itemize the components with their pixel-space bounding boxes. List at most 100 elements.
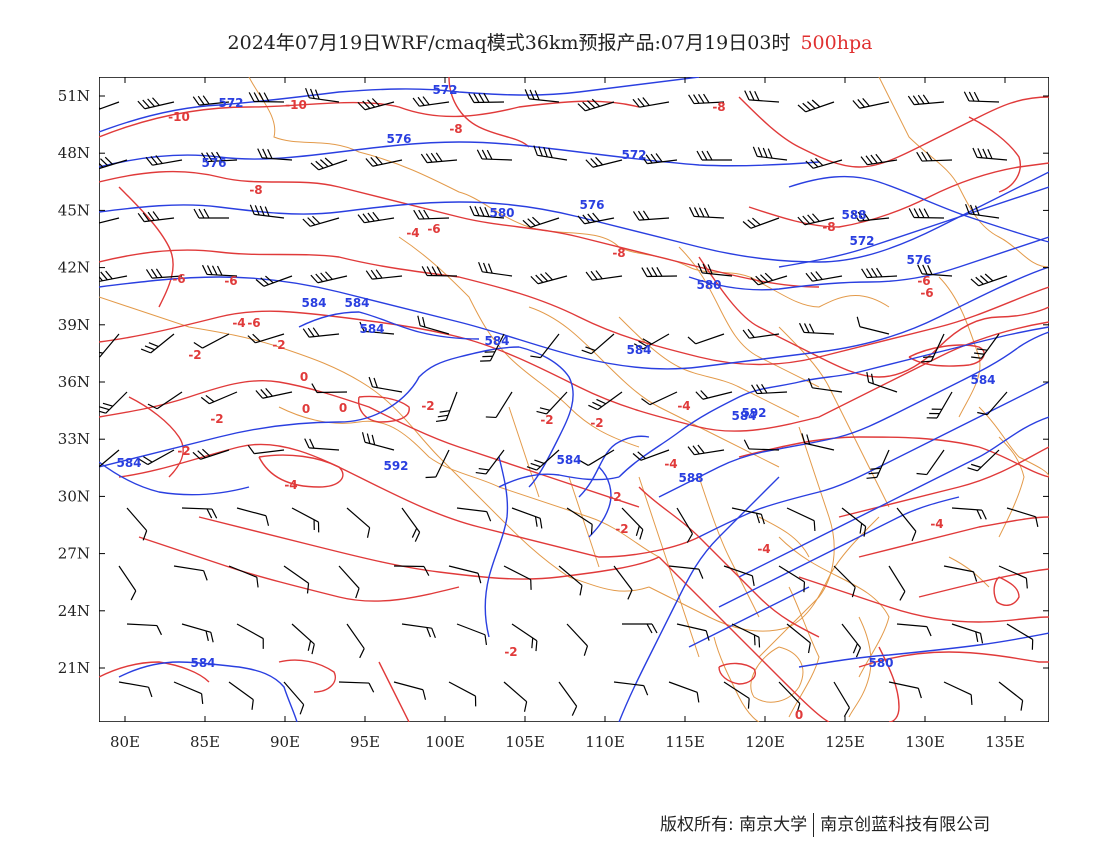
wind-barb xyxy=(977,391,1008,416)
wind-barb xyxy=(475,449,505,475)
temperature-label: -2 xyxy=(540,413,553,427)
temperature-label: -2 xyxy=(210,412,223,426)
temperature-label: -6 xyxy=(172,272,185,286)
wind-barb xyxy=(145,155,183,166)
geopotential-label: 584 xyxy=(970,373,995,387)
wind-barb xyxy=(193,208,229,219)
wind-barb xyxy=(943,565,978,582)
wind-barb xyxy=(291,507,320,533)
wind-barb xyxy=(338,681,375,693)
wind-barb xyxy=(744,90,780,103)
wind-barb xyxy=(697,263,733,277)
wind-barb xyxy=(201,151,238,163)
wind-barb xyxy=(255,275,293,287)
wind-barb xyxy=(511,507,543,529)
geopotential-label: 584 xyxy=(301,296,326,310)
wind-barb xyxy=(365,269,403,280)
wind-barb xyxy=(743,439,780,451)
lon-tick-label: 95E xyxy=(350,733,380,751)
wind-barb xyxy=(192,448,230,460)
wind-barb xyxy=(833,565,856,598)
wind-barb xyxy=(236,507,270,526)
wind-barb xyxy=(456,507,492,522)
temperature-label: -4 xyxy=(232,316,245,330)
temperature-label: 0 xyxy=(339,401,347,415)
wind-barb xyxy=(797,99,835,113)
wind-barb xyxy=(448,565,482,584)
wind-barb xyxy=(852,98,890,109)
wind-barb xyxy=(752,146,788,161)
title-level: 500hpa xyxy=(800,32,873,54)
wind-barb xyxy=(365,156,403,167)
lon-tick-label: 80E xyxy=(110,733,140,751)
wind-barb xyxy=(632,210,670,221)
geopotential-label: 576 xyxy=(386,132,411,146)
wind-barb xyxy=(951,507,987,520)
temperature-label: -2 xyxy=(421,399,434,413)
lat-tick-label: 42N xyxy=(58,259,90,277)
wind-barb xyxy=(361,432,395,451)
wind-barb xyxy=(511,623,538,652)
lon-tick-label: 120E xyxy=(745,733,785,751)
wind-barb xyxy=(147,391,183,410)
wind-barb xyxy=(413,209,450,220)
wind-barb xyxy=(435,391,458,423)
wind-barb xyxy=(1006,507,1039,527)
wind-barb xyxy=(833,681,850,717)
geopotential-label: 572 xyxy=(218,96,243,110)
wind-barb xyxy=(526,449,560,471)
temperature-label: -4 xyxy=(284,478,297,492)
wind-barb xyxy=(866,371,898,393)
map-svg: 5725725765765725805765845885725765805845… xyxy=(99,77,1049,722)
wind-barb xyxy=(401,623,436,638)
geopotential-label: 576 xyxy=(201,156,226,170)
wind-barb xyxy=(888,681,922,699)
wind-barb xyxy=(786,507,816,531)
lon-tick-label: 125E xyxy=(825,733,865,751)
longitude-labels: 80E 85E 90E 95E 100E 105E 110E 115E 120E 125E 130E… xyxy=(110,733,1025,751)
wind-barb xyxy=(311,383,348,394)
wind-barb xyxy=(585,270,623,281)
lon-tick-label: 135E xyxy=(985,733,1025,751)
wind-barb xyxy=(632,449,670,461)
wind-barb xyxy=(696,150,732,161)
geopotential-label: 584 xyxy=(626,343,651,357)
wind-barb xyxy=(676,507,693,543)
wind-barb xyxy=(558,565,583,596)
footer-separator xyxy=(813,813,815,837)
lat-tick-label: 27N xyxy=(58,545,90,563)
wind-barb xyxy=(137,211,175,223)
wind-barb xyxy=(841,623,862,658)
wind-barb xyxy=(291,623,315,655)
wind-barb xyxy=(581,333,615,355)
temperature-label: -2 xyxy=(615,522,628,536)
wind-barb xyxy=(368,376,403,393)
wind-barb xyxy=(181,507,218,519)
geopotential-label: 572 xyxy=(849,234,874,248)
wind-barb xyxy=(99,156,128,170)
geopotential-label: 588 xyxy=(678,471,703,485)
geopotential-label: 584 xyxy=(731,409,756,423)
latitude-labels: 51N 48N 45N 42N 39N 36N 33N 30N 27N 24N 21N xyxy=(58,87,90,677)
wind-barb xyxy=(723,565,755,587)
temperature-label: -2 xyxy=(504,645,517,659)
wind-barb xyxy=(283,681,305,715)
wind-barb xyxy=(723,681,750,709)
wind-barb xyxy=(641,267,678,278)
map-panel: 572 572 576 576 572 580 576 584 588 572 576 580 584 5… xyxy=(99,77,1049,722)
wind-barb xyxy=(359,321,395,335)
wind-barb xyxy=(668,681,700,703)
temperature-label: -2 xyxy=(272,338,285,352)
wind-barb xyxy=(742,328,780,339)
geopotential-label: 576 xyxy=(906,253,931,267)
wind-barb xyxy=(357,98,395,111)
wind-barb xyxy=(503,681,528,712)
wind-barb xyxy=(805,157,843,169)
lon-tick-label: 130E xyxy=(905,733,945,751)
wind-barb xyxy=(926,391,953,419)
temperature-label: -2 xyxy=(188,348,201,362)
wind-barb xyxy=(393,681,427,700)
wind-barb xyxy=(695,390,733,400)
wind-barb xyxy=(421,266,458,277)
wind-barb xyxy=(99,270,128,283)
